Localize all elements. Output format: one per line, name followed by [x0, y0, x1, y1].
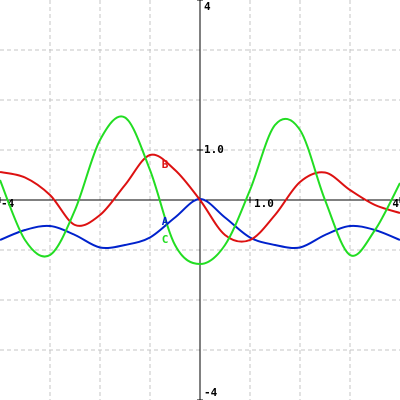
y-tick-label: 4 [204, 0, 211, 13]
series-label: B [162, 158, 169, 171]
series-label: C [162, 233, 169, 246]
y-tick-label: 1.0 [204, 143, 224, 156]
curve [0, 115, 400, 266]
x-tick-label: 4 [392, 197, 399, 210]
y-tick-label: -4 [204, 386, 218, 399]
series-label: A [162, 215, 169, 228]
x-tick-label: 1.0 [254, 197, 274, 210]
curve [0, 153, 400, 243]
